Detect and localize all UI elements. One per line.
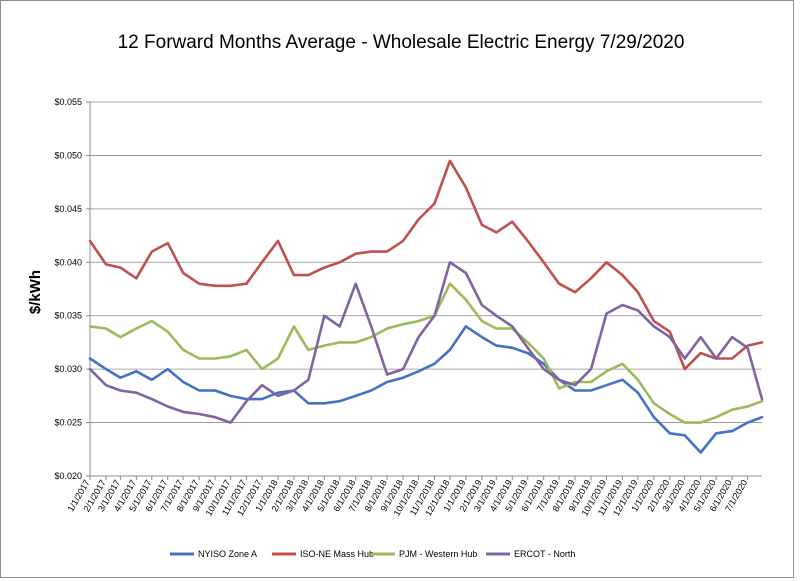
y-tick-label: $0.045 xyxy=(54,204,82,214)
y-tick-label: $0.025 xyxy=(54,418,82,428)
legend-label: ISO-NE Mass Hub xyxy=(300,549,374,559)
y-tick-label: $0.050 xyxy=(54,150,82,160)
y-tick-label: $0.055 xyxy=(54,97,82,107)
series-line-nyiso-zone-a xyxy=(88,325,764,454)
series-line-pjm-western-hub xyxy=(88,282,764,424)
y-tick-label: $0.035 xyxy=(54,311,82,321)
y-tick-label: $0.040 xyxy=(54,257,82,267)
legend-label: PJM - Western Hub xyxy=(399,549,477,559)
legend-label: NYISO Zone A xyxy=(198,549,257,559)
legend-label: ERCOT - North xyxy=(514,549,575,559)
x-axis: 1/1/20172/1/20173/1/20174/1/20175/1/2017… xyxy=(66,475,762,518)
chart-title: 12 Forward Months Average - Wholesale El… xyxy=(117,32,685,53)
series-lines xyxy=(88,159,764,454)
series-line-ercot-north xyxy=(88,260,764,424)
series-line-iso-ne-mass-hub xyxy=(88,159,764,371)
y-axis: $0.020 $0.025 $0.030 $0.035 $0.040 $0.045 $0.0… xyxy=(54,97,91,481)
y-tick-label: $0.030 xyxy=(54,364,82,374)
legend: NYISO Zone A ISO-NE Mass Hub PJM - Western… xyxy=(170,549,575,559)
y-tick-label: $0.020 xyxy=(54,471,82,481)
y-axis-title: $/kWh xyxy=(27,270,44,314)
gridlines xyxy=(90,101,762,423)
